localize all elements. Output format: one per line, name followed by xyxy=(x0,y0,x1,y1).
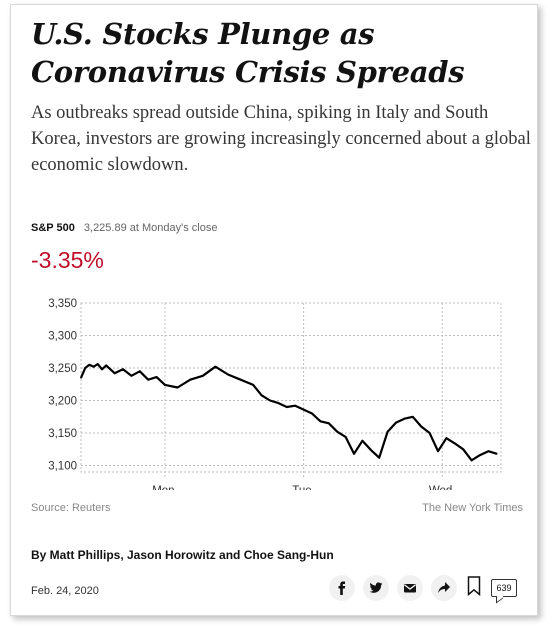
data-point xyxy=(202,375,204,377)
summary: As outbreaks spread outside China, spiki… xyxy=(31,103,531,175)
data-point xyxy=(395,421,397,424)
data-point xyxy=(445,437,448,439)
data-point xyxy=(479,454,481,456)
data-point xyxy=(428,432,431,434)
data-point xyxy=(277,402,280,404)
data-point xyxy=(462,448,465,451)
data-point xyxy=(353,453,355,455)
data-point xyxy=(420,425,423,428)
data-point xyxy=(80,377,82,379)
data-point xyxy=(319,420,322,423)
headline[interactable]: U.S. Stocks Plunge as Coronavirus Crisis… xyxy=(31,17,465,89)
data-point xyxy=(269,399,271,402)
data-point xyxy=(92,365,95,368)
data-point xyxy=(189,378,191,381)
bookmark-icon xyxy=(467,575,481,596)
x-tick-label: Mon. xyxy=(152,485,178,490)
data-point xyxy=(84,367,86,369)
ticker-price-note: 3,225.89 at Monday's close xyxy=(83,222,218,234)
data-point xyxy=(155,376,158,378)
data-point xyxy=(311,412,313,415)
facebook-share-button[interactable] xyxy=(329,575,355,601)
y-tick-label: 3,150 xyxy=(48,428,77,440)
y-tick-label: 3,200 xyxy=(48,396,77,408)
data-point xyxy=(130,375,133,377)
ticker-line: S&P 500 3,225.89 at Monday's close xyxy=(31,222,217,234)
data-point xyxy=(403,417,406,420)
chart-credit: The New York Times xyxy=(422,502,523,514)
save-article-button[interactable] xyxy=(467,575,481,601)
data-point xyxy=(454,442,456,445)
data-point xyxy=(260,394,263,397)
data-point xyxy=(286,406,288,408)
percent-change: -3.35% xyxy=(31,247,104,273)
data-point xyxy=(302,408,305,411)
data-point xyxy=(496,453,498,455)
email-icon xyxy=(404,584,416,593)
data-point xyxy=(105,364,107,367)
data-point xyxy=(97,363,99,365)
data-point xyxy=(176,386,179,389)
comment-count: 639 xyxy=(496,583,512,593)
data-point xyxy=(361,440,364,442)
y-tick-label: 3,350 xyxy=(48,298,77,310)
data-point xyxy=(370,449,372,451)
data-point xyxy=(412,416,414,418)
x-tick-label: Wed. xyxy=(429,485,456,490)
data-point xyxy=(101,368,103,371)
data-point xyxy=(147,378,149,381)
data-point xyxy=(328,422,330,425)
data-point xyxy=(113,372,116,374)
ticker-name: S&P 500 xyxy=(31,222,75,234)
sp500-series-line xyxy=(79,363,498,462)
sp500-line-chart: 3,100 3,150 3,200 3,250 3,300 3,350 Mon. Tue. We… xyxy=(48,298,502,490)
data-point xyxy=(294,404,297,407)
data-point xyxy=(122,368,124,371)
publish-date: Feb. 24, 2020 xyxy=(31,585,99,597)
data-point xyxy=(437,450,439,452)
x-tick-label: Tue. xyxy=(292,485,315,490)
share-arrow-icon xyxy=(438,582,450,593)
y-tick-label: 3,300 xyxy=(48,331,77,343)
article-card: U.S. Stocks Plunge as Coronavirus Crisis… xyxy=(10,4,538,616)
comments-button[interactable]: 639 xyxy=(491,579,517,604)
data-point xyxy=(487,450,490,452)
data-point xyxy=(139,370,141,373)
data-point xyxy=(214,365,217,368)
data-point xyxy=(227,373,229,376)
plot-frame xyxy=(80,302,502,473)
data-point xyxy=(344,436,347,438)
twitter-icon xyxy=(369,582,383,593)
data-point xyxy=(239,378,242,381)
twitter-share-button[interactable] xyxy=(363,575,389,601)
share-toolbar: 639 xyxy=(329,575,517,604)
data-point xyxy=(88,364,91,366)
chart-source: Source: Reuters xyxy=(31,502,111,514)
speech-bubble-tail xyxy=(496,591,503,604)
data-point xyxy=(164,384,166,386)
data-point xyxy=(470,459,473,462)
data-point xyxy=(336,430,339,433)
email-share-button[interactable] xyxy=(397,575,423,601)
data-point xyxy=(386,430,389,433)
more-share-button[interactable] xyxy=(431,575,457,601)
y-tick-label: 3,250 xyxy=(48,363,77,375)
y-tick-label: 3,100 xyxy=(48,461,77,473)
data-point xyxy=(378,456,381,459)
data-point xyxy=(252,384,254,386)
facebook-icon xyxy=(338,581,346,595)
byline: By Matt Phillips, Jason Horowitz and Cho… xyxy=(31,548,334,562)
